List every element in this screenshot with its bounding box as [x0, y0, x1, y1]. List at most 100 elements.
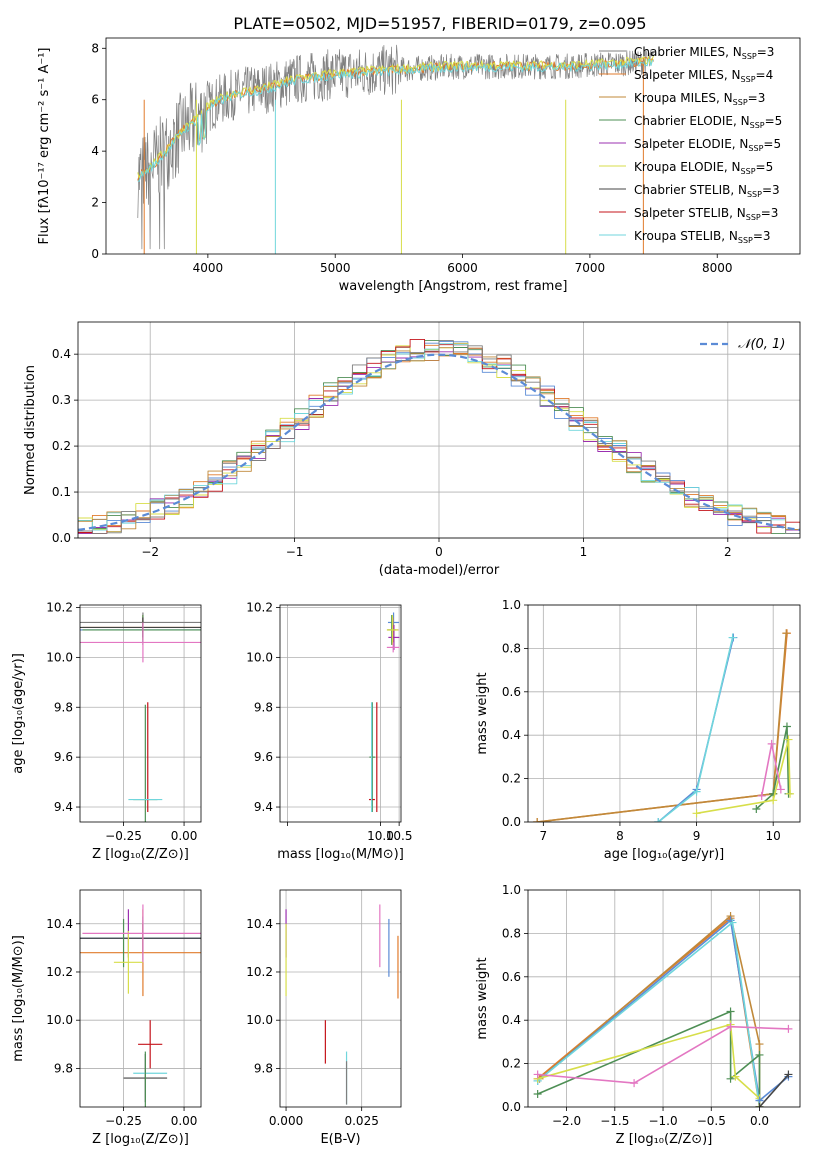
x-tick-label: 2 — [724, 545, 732, 559]
x-tick-label: −0.25 — [105, 829, 142, 843]
weight-point-marker — [692, 787, 701, 796]
x-axis-label: wavelength [Angstrom, rest frame] — [339, 279, 568, 294]
y-tick-label: 0.4 — [52, 347, 71, 361]
plot-frame — [279, 889, 402, 1108]
weight-series-line — [537, 1025, 789, 1084]
y-tick-label: 10.2 — [46, 965, 73, 979]
x-tick-label: 7 — [540, 829, 548, 843]
x-axis-label: mass [log₁₀(M/M⊙)] — [277, 847, 404, 862]
y-tick-label: 9.6 — [54, 750, 73, 764]
weight-series-line — [758, 1073, 789, 1107]
legend-subscript: SSP — [750, 121, 765, 130]
y-tick-label: 10.0 — [46, 650, 73, 664]
plot-area — [80, 605, 201, 822]
x-tick-label: 9 — [693, 829, 701, 843]
x-tick-label: −1.5 — [600, 1114, 629, 1128]
weight-point-marker — [784, 1070, 793, 1079]
error-cross — [386, 614, 399, 645]
histogram-series — [78, 340, 800, 534]
plot-area — [528, 605, 800, 822]
weight-point-marker — [786, 789, 795, 798]
weight-point-marker — [728, 633, 737, 642]
legend-label: Salpeter MILES, NSSP=4 — [634, 68, 773, 84]
y-tick-label: 0.0 — [502, 815, 521, 829]
y-tick-label: 9.4 — [54, 800, 73, 814]
legend-count: =4 — [756, 68, 774, 82]
y-tick-label: 0.8 — [502, 926, 521, 940]
plot-area — [280, 605, 401, 822]
y-axis-label: age [log₁₀(age/yr)] — [11, 653, 26, 774]
y-tick-label: 1.0 — [502, 883, 521, 897]
x-tick-label: 10 — [766, 829, 781, 843]
legend-count: =3 — [757, 45, 775, 59]
weight-point-marker — [692, 809, 701, 818]
x-tick-label: 5000 — [320, 261, 351, 275]
panel-massweight_vs_Z: −2.0 −1.5 −1.0 −0.5 0.0 0.0 0.2 0.4 0.6 0.8 1.0 Z [… — [475, 883, 801, 1147]
legend-label: Salpeter ELODIE, NSSP=5 — [634, 137, 781, 153]
legend-count: =5 — [765, 114, 783, 128]
panel-residuals: −2 −1 0 1 2 0.0 0.1 0.2 0.3 0.4 (data-model)/error… — [23, 321, 801, 578]
x-tick-label: 0.00 — [171, 829, 198, 843]
plot-content — [80, 904, 201, 1107]
figure-title: PLATE=0502, MJD=51957, FIBERID=0179, z=0… — [233, 14, 646, 33]
weight-point-marker — [757, 791, 766, 800]
plot-content — [78, 338, 800, 534]
y-tick-label: 9.8 — [54, 1061, 73, 1075]
legend-count: =3 — [761, 206, 779, 220]
x-tick-label: −0.25 — [105, 1114, 142, 1128]
plot-frame — [79, 604, 202, 823]
weight-point-marker — [755, 1103, 764, 1107]
spectrum-model-line — [137, 58, 654, 182]
y-tick-label: 0.0 — [502, 1100, 521, 1114]
y-tick-label: 6 — [91, 93, 99, 107]
weight-point-marker — [726, 1022, 735, 1031]
y-tick-label: 10.4 — [246, 917, 273, 931]
plot-area — [106, 38, 800, 254]
plot-frame — [527, 604, 801, 823]
error-cross — [80, 622, 201, 663]
x-tick-label: −1.0 — [648, 1114, 677, 1128]
panel-spectrum: 4000 5000 6000 7000 8000 0 2 4 6 8 wavelength [Ang… — [37, 37, 801, 294]
spectrum-legend: Chabrier MILES, NSSP=3 Salpeter MILES, NS… — [599, 45, 782, 245]
weight-point-marker — [728, 918, 737, 927]
plot-area — [80, 890, 201, 1107]
legend-label: Chabrier STELIB, NSSP=3 — [634, 183, 780, 199]
legend-subscript: SSP — [748, 144, 763, 153]
y-axis-label: Flux [fλ10⁻¹⁷ erg cm⁻² s⁻¹ A⁻¹] — [37, 48, 52, 245]
x-axis-label: Z [log₁₀(Z/Z⊙)] — [616, 1132, 713, 1147]
weight-point-marker — [533, 1089, 542, 1098]
legend-subscript: SSP — [747, 190, 762, 199]
legend-subscript: SSP — [733, 98, 748, 107]
x-tick-label: 0.00 — [171, 1114, 198, 1128]
error-cross — [388, 624, 400, 650]
y-tick-label: 8 — [91, 41, 99, 55]
panel-age_vs_Z: −0.25 0.00 9.4 9.6 9.8 10.0 10.2 Z [log₁₀(Z/Z⊙)… — [11, 600, 202, 862]
legend-count: =3 — [748, 91, 766, 105]
y-tick-label: 0.2 — [502, 1057, 521, 1071]
y-tick-label: 0.4 — [502, 728, 521, 742]
error-cross — [113, 930, 143, 994]
y-tick-label: 9.8 — [54, 700, 73, 714]
y-tick-label: 0.2 — [52, 439, 71, 453]
legend-count: =3 — [753, 229, 771, 243]
y-tick-label: 10.0 — [46, 1013, 73, 1027]
y-tick-label: 0.4 — [502, 1013, 521, 1027]
gaussian-curve — [78, 353, 800, 531]
plot-content — [533, 629, 795, 822]
weight-point-marker — [784, 735, 793, 744]
plot-content — [368, 612, 400, 813]
legend-subscript: SSP — [742, 52, 757, 61]
y-tick-label: 10.0 — [246, 1013, 273, 1027]
y-tick-label: 10.2 — [246, 600, 273, 614]
legend-subscript: SSP — [741, 167, 756, 176]
y-axis-label: mass weight — [475, 672, 490, 754]
panel-mass_vs_Z: −0.25 0.00 9.8 10.0 10.2 10.4 Z [log₁₀(Z/Z⊙)] m… — [11, 889, 202, 1147]
x-tick-label: 0.000 — [269, 1114, 303, 1128]
y-tick-label: 10.0 — [246, 650, 273, 664]
x-axis-label: E(B-V) — [320, 1132, 360, 1147]
panel-mass_vs_ebv: 0.000 0.025 9.8 10.0 10.2 10.4 E(B-V) — [246, 889, 402, 1147]
plot-content — [533, 912, 793, 1107]
x-axis-label: Z [log₁₀(Z/Z⊙)] — [92, 1132, 189, 1147]
plot-frame — [79, 889, 202, 1108]
